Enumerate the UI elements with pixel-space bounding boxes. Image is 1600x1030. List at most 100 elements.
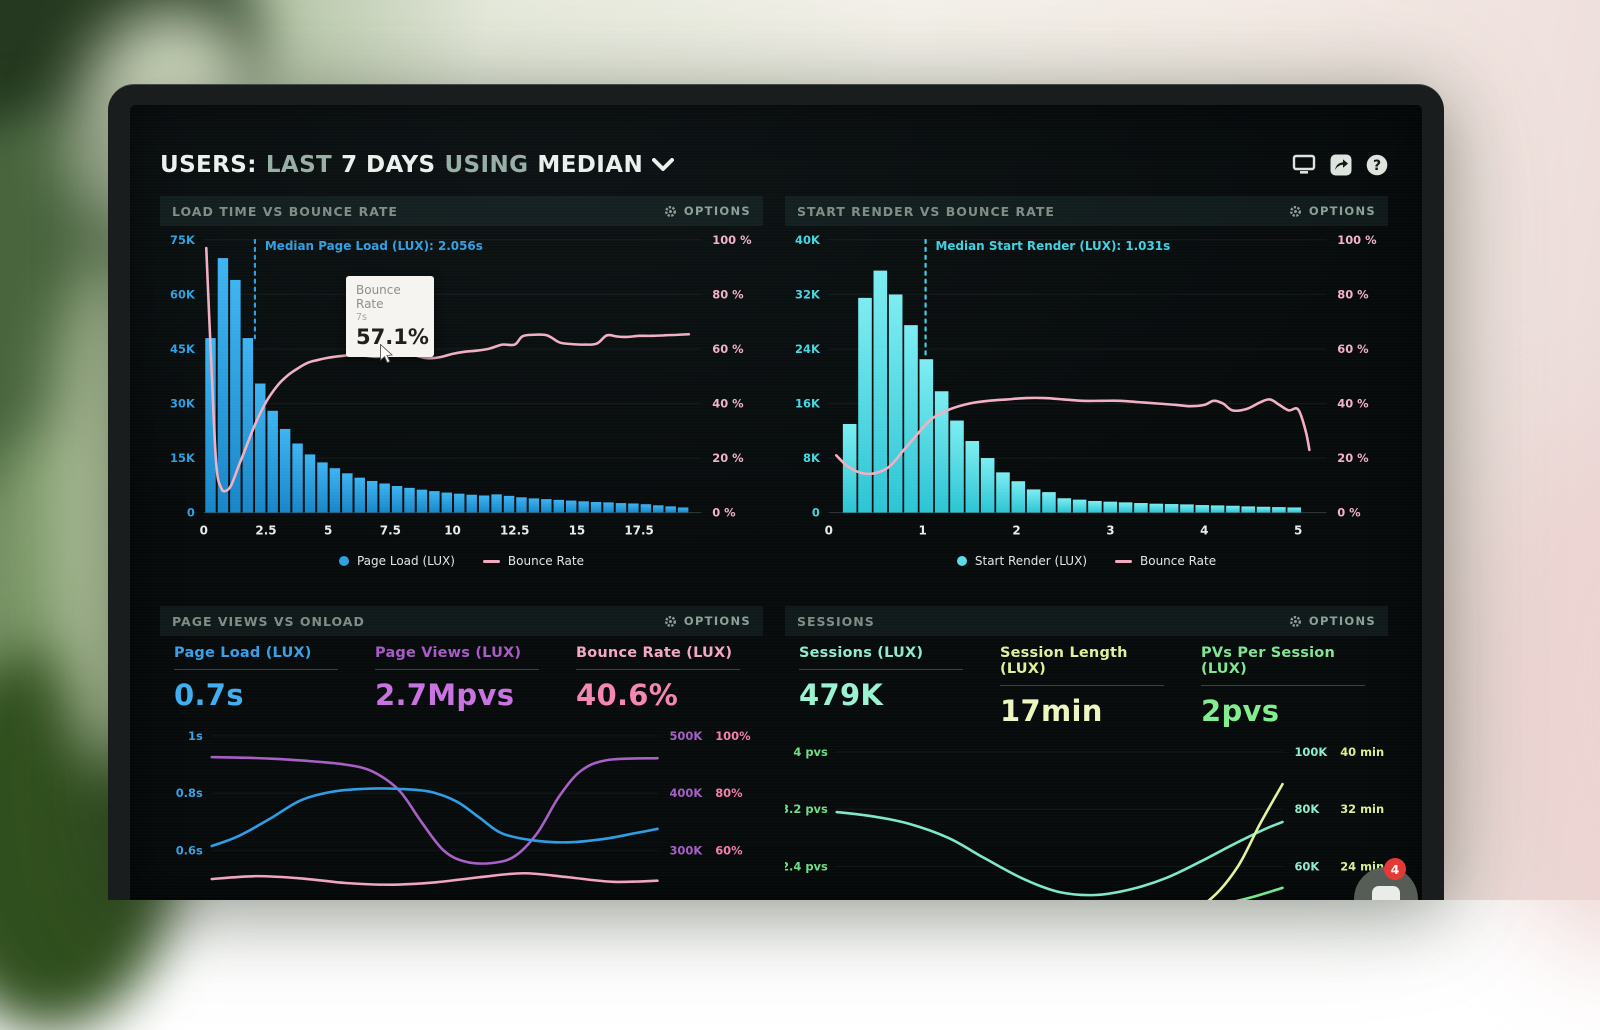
- panel-page-views-vs-onload: PAGE VIEWS VS ONLOAD OPTIONS Page Load (…: [160, 606, 763, 900]
- svg-text:60 %: 60 %: [712, 342, 744, 356]
- svg-text:0: 0: [812, 506, 820, 520]
- metric-value: 2pvs: [1201, 694, 1374, 728]
- svg-text:15K: 15K: [170, 451, 196, 465]
- title-segment: MEDIAN: [537, 152, 643, 178]
- panel-load-time-vs-bounce-rate: LOAD TIME VS BOUNCE RATE OPTIONS Median …: [160, 196, 763, 584]
- laptop-bezel: USERS: LAST 7 DAYS USING MEDIAN: [108, 84, 1444, 900]
- svg-text:30K: 30K: [170, 396, 196, 410]
- title-segment: LAST: [266, 152, 332, 178]
- svg-text:0: 0: [200, 523, 208, 537]
- gear-icon: [1289, 205, 1302, 218]
- options-button[interactable]: OPTIONS: [1289, 614, 1376, 628]
- svg-text:Median Page Load (LUX): 2.056s: Median Page Load (LUX): 2.056s: [265, 239, 483, 253]
- metric-label: Sessions (LUX): [799, 645, 972, 661]
- svg-text:300K: 300K: [669, 843, 703, 857]
- svg-text:0 %: 0 %: [1337, 506, 1361, 520]
- options-button[interactable]: OPTIONS: [664, 614, 751, 628]
- mouse-cursor: [379, 344, 395, 364]
- share-icon[interactable]: [1330, 154, 1352, 176]
- metric-value: 2.7Mpvs: [375, 678, 548, 712]
- svg-text:75K: 75K: [170, 233, 196, 247]
- svg-text:60K: 60K: [170, 287, 196, 301]
- panel-grid: LOAD TIME VS BOUNCE RATE OPTIONS Median …: [160, 196, 1388, 900]
- gear-icon: [664, 205, 677, 218]
- metric-row: Sessions (LUX) 479K Session Length (LUX)…: [785, 636, 1388, 728]
- svg-text:0.6s: 0.6s: [176, 843, 203, 857]
- dashboard-screen: USERS: LAST 7 DAYS USING MEDIAN: [130, 105, 1422, 900]
- header-actions: ?: [1292, 154, 1388, 176]
- tooltip-x-value: 7s: [356, 312, 424, 323]
- chart-legend: Page Load (LUX) Bounce Rate: [160, 554, 763, 568]
- svg-text:32K: 32K: [795, 287, 821, 301]
- svg-text:4: 4: [1200, 523, 1208, 537]
- metric-divider: [174, 669, 338, 670]
- legend-item[interactable]: Bounce Rate: [483, 554, 584, 568]
- help-icon[interactable]: ?: [1366, 154, 1388, 176]
- panel-start-render-vs-bounce-rate: START RENDER VS BOUNCE RATE OPTIONS Medi…: [785, 196, 1388, 584]
- svg-text:100%: 100%: [715, 729, 751, 743]
- legend-dot: [339, 556, 349, 566]
- report-scope-dropdown[interactable]: USERS: LAST 7 DAYS USING MEDIAN: [160, 152, 674, 178]
- panel-title: LOAD TIME VS BOUNCE RATE: [172, 204, 398, 219]
- load-time-chart[interactable]: Median Page Load (LUX): 2.056s015K30K45K…: [160, 226, 763, 542]
- metric-page-views: Page Views (LUX) 2.7Mpvs: [361, 645, 562, 712]
- svg-text:32 min: 32 min: [1340, 802, 1384, 816]
- svg-text:40 %: 40 %: [1337, 396, 1369, 410]
- metric-label: Bounce Rate (LUX): [576, 645, 749, 661]
- legend-item[interactable]: Page Load (LUX): [339, 554, 455, 568]
- options-button[interactable]: OPTIONS: [664, 204, 751, 218]
- svg-text:0 %: 0 %: [712, 506, 736, 520]
- metric-pvs-per-session: PVs Per Session (LUX) 2pvs: [1187, 645, 1388, 728]
- metric-label: PVs Per Session (LUX): [1201, 645, 1374, 677]
- svg-text:80%: 80%: [715, 786, 743, 800]
- svg-text:?: ?: [1373, 158, 1381, 174]
- panel-header: SESSIONS OPTIONS: [785, 606, 1388, 636]
- title-segment: USING: [444, 152, 528, 178]
- options-button[interactable]: OPTIONS: [1289, 204, 1376, 218]
- legend-item[interactable]: Start Render (LUX): [957, 554, 1087, 568]
- pink-shadow-blur: [1470, 430, 1600, 950]
- chart-legend: Start Render (LUX) Bounce Rate: [785, 554, 1388, 568]
- metric-divider: [1201, 685, 1365, 686]
- svg-text:1: 1: [919, 523, 927, 537]
- svg-text:2: 2: [1012, 523, 1020, 537]
- svg-text:8K: 8K: [803, 451, 821, 465]
- svg-text:80 %: 80 %: [1337, 287, 1369, 301]
- svg-text:7.5: 7.5: [380, 523, 401, 537]
- svg-text:1s: 1s: [188, 729, 203, 743]
- svg-text:4 pvs: 4 pvs: [793, 745, 828, 759]
- metric-sessions: Sessions (LUX) 479K: [785, 645, 986, 728]
- chat-bubble-icon: [1371, 885, 1401, 900]
- svg-text:100 %: 100 %: [1337, 233, 1377, 247]
- panel-sessions: SESSIONS OPTIONS Sessions (LUX) 479K: [785, 606, 1388, 900]
- svg-text:80 %: 80 %: [712, 287, 744, 301]
- metric-value: 479K: [799, 678, 972, 712]
- svg-text:100 %: 100 %: [712, 233, 752, 247]
- svg-text:100K: 100K: [1294, 745, 1328, 759]
- panel-title: START RENDER VS BOUNCE RATE: [797, 204, 1055, 219]
- metric-session-length: Session Length (LUX) 17min: [986, 645, 1187, 728]
- metric-row: Page Load (LUX) 0.7s Page Views (LUX) 2.…: [160, 636, 763, 712]
- svg-text:400K: 400K: [669, 786, 703, 800]
- svg-text:10: 10: [444, 523, 461, 537]
- svg-text:5: 5: [1294, 523, 1302, 537]
- legend-item[interactable]: Bounce Rate: [1115, 554, 1216, 568]
- gear-icon: [1289, 615, 1302, 628]
- start-render-chart[interactable]: Median Start Render (LUX): 1.031s08K16K2…: [785, 226, 1388, 542]
- tooltip-title: Bounce Rate: [356, 283, 424, 311]
- metric-divider: [576, 669, 740, 670]
- svg-text:80K: 80K: [1294, 802, 1320, 816]
- legend-line: [1115, 560, 1132, 563]
- metric-value: 40.6%: [576, 678, 749, 712]
- metric-bounce-rate: Bounce Rate (LUX) 40.6%: [562, 645, 763, 712]
- svg-text:20 %: 20 %: [712, 451, 744, 465]
- svg-text:3: 3: [1106, 523, 1114, 537]
- dashboard-header: USERS: LAST 7 DAYS USING MEDIAN: [160, 147, 1388, 183]
- display-icon[interactable]: [1292, 154, 1316, 176]
- notification-badge: 4: [1384, 858, 1406, 880]
- metric-value: 17min: [1000, 694, 1173, 728]
- metric-label: Page Load (LUX): [174, 645, 347, 661]
- svg-text:60 %: 60 %: [1337, 342, 1369, 356]
